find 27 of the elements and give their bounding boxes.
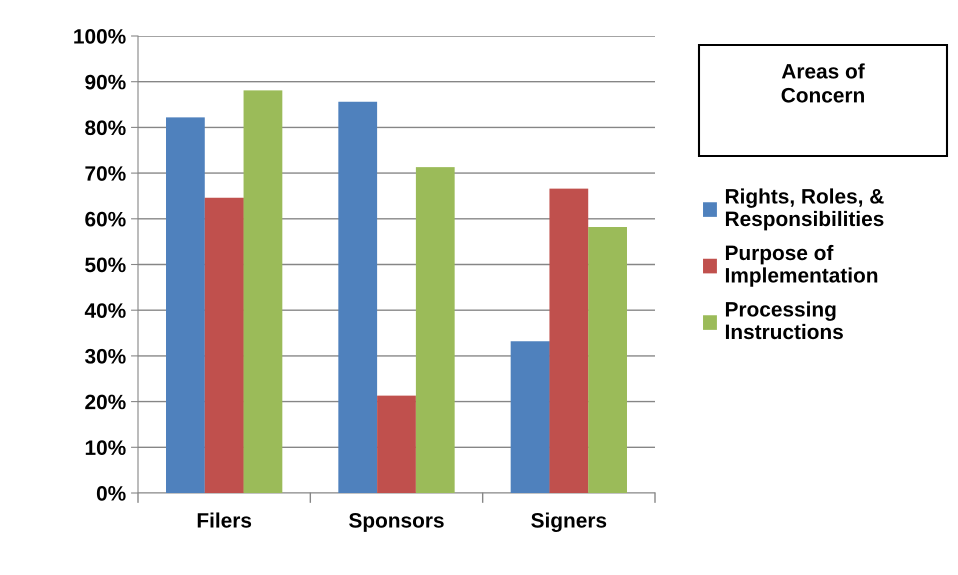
bar bbox=[166, 117, 205, 493]
legend-title: Areas of Concern bbox=[782, 63, 865, 103]
bar bbox=[377, 396, 416, 493]
x-tick-label: Signers bbox=[531, 512, 606, 532]
y-tick-label: 90% bbox=[85, 74, 126, 90]
x-tick-label: Filers bbox=[198, 512, 252, 528]
legend-label: Processing Instructions bbox=[726, 301, 843, 340]
bar bbox=[204, 198, 244, 493]
y-tick-label: 20% bbox=[85, 394, 126, 410]
bar bbox=[588, 227, 627, 493]
y-tick-label: 0% bbox=[96, 486, 126, 501]
y-tick-label: 80% bbox=[85, 120, 126, 136]
y-tick-label: 10% bbox=[86, 440, 126, 456]
y-tick-label: 40% bbox=[84, 303, 126, 318]
x-tick-label: Sponsors bbox=[349, 512, 444, 532]
legend-label: Rights, Roles, & Responsibilities bbox=[726, 188, 884, 230]
bar bbox=[244, 90, 282, 493]
y-tick-label: 60% bbox=[85, 212, 126, 227]
bar bbox=[510, 341, 550, 493]
bar bbox=[549, 188, 588, 493]
y-tick-label: 50% bbox=[85, 258, 126, 272]
bar bbox=[338, 102, 378, 493]
y-tick-label: 70% bbox=[85, 166, 126, 181]
y-tick-label: 100% bbox=[74, 29, 126, 44]
legend-label: Purpose of Implementation bbox=[726, 244, 878, 287]
y-tick-label: 30% bbox=[84, 348, 126, 364]
bar bbox=[416, 167, 455, 493]
